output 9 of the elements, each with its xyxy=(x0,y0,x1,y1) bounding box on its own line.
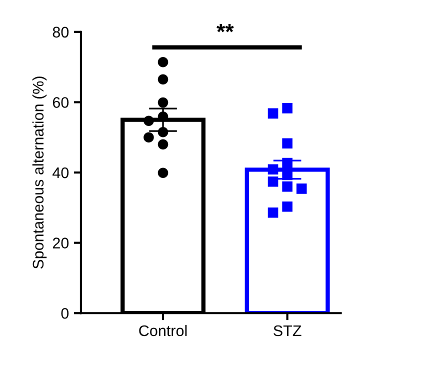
y-tick-label: 80 xyxy=(52,26,69,38)
y-tick-label: 20 xyxy=(52,238,69,249)
y-tick-label: 40 xyxy=(52,167,69,178)
y-tick-label: 0 xyxy=(61,308,69,319)
annotation: ** xyxy=(216,24,234,32)
x-tick-label: Control xyxy=(139,324,187,336)
x-tick-label: STZ xyxy=(274,325,302,336)
y-axis-title: Spontaneous alternation (%) xyxy=(32,76,47,269)
y-tick-label: 60 xyxy=(52,97,69,108)
